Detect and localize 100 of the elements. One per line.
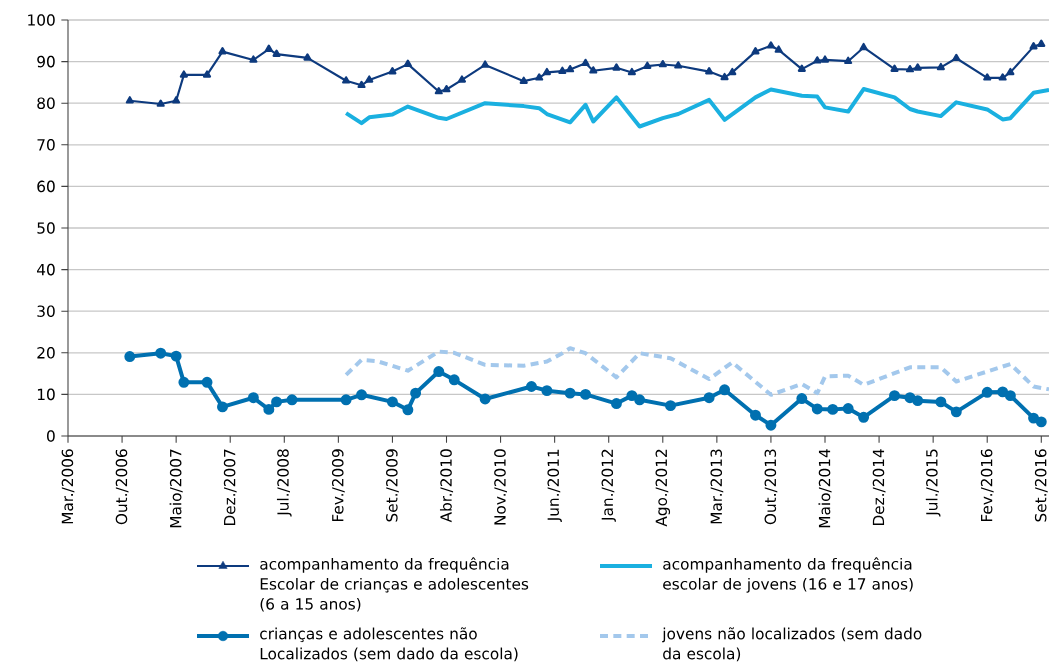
point [155,347,167,359]
point [272,49,281,57]
x-tick-label: Set./2009 [386,449,399,522]
x-tick-label: Abr./2010 [439,449,454,523]
point [1004,390,1016,402]
point [170,350,182,362]
point [365,75,374,83]
point [766,41,775,49]
point [665,400,676,412]
point [303,53,312,61]
point [202,70,212,78]
point [705,67,714,75]
point [356,389,367,401]
point [340,394,352,406]
x-tick-label: Jul./2015 [925,449,941,517]
legend-label: jovens não localizados (sem dado da escola) [662,627,922,662]
point [403,59,412,67]
point [264,44,273,52]
x-tick-label: Dez./2014 [872,449,886,526]
point [827,403,839,415]
point [589,66,598,74]
point [179,70,188,78]
point [580,388,592,400]
y-tick-label: 60 [37,180,55,193]
point [1037,39,1046,47]
point [842,403,854,415]
y-tick-label: 80 [37,97,55,109]
x-tick-label: Mar./2013 [710,449,724,524]
x-tick-label: Out./2013 [764,449,778,525]
x-tick-label: Fev./2016 [980,449,994,522]
point [263,403,275,415]
x-tick-label: Out./2006 [115,449,129,525]
x-tick-label: Dez./2007 [223,449,237,526]
x-tick-label: Ago./2012 [655,449,671,527]
point [674,61,683,69]
point [566,64,575,73]
point [952,53,961,62]
point [433,366,445,377]
point [626,390,638,402]
point [935,396,947,408]
point [541,385,553,397]
point [658,59,667,68]
point [1035,416,1047,428]
x-tick-label: Jul./2008 [276,449,292,517]
legend-label: acompanhamento da frequência escolar de jovens (16 e 17 anos) [663,557,913,593]
point [526,381,537,392]
y-tick-label: 0 [47,430,55,442]
point [797,64,806,72]
point [457,75,467,83]
point [156,99,165,107]
point [811,403,823,415]
point [796,393,808,405]
y-tick-label: 30 [37,305,55,317]
point [936,62,945,71]
x-tick-label: Maio/2014 [818,449,832,528]
point [581,58,590,67]
y-tick-label: 50 [37,222,55,234]
point [448,374,460,386]
point [286,394,298,406]
point [889,390,900,402]
point [751,47,760,55]
point [627,67,636,76]
point [558,66,567,74]
point [765,419,777,431]
point [479,393,491,405]
x-tick-label: Jan./2012 [601,449,616,522]
x-tick-label: Maio/2007 [169,449,183,528]
point [442,84,451,93]
y-tick-label: 70 [37,139,55,151]
point [434,87,443,95]
point [247,392,259,404]
point [519,76,528,84]
point [950,406,962,418]
legend-label: crianças e adolescentes não Localizados (sem dado da escola) [260,627,518,662]
x-tick-label: Mar./2006 [61,449,75,524]
point [271,396,283,408]
point [981,386,993,398]
legend-label: acompanhamento da frequência Escolar de crianças e adolescentes (6 a 15 anos) [260,557,529,612]
line-series [344,87,1049,129]
point [890,64,899,72]
point [172,96,181,104]
point [720,72,729,81]
point [612,63,621,71]
point [703,392,715,404]
y-tick-label: 100 [28,14,55,26]
point [125,96,134,104]
point [357,80,366,89]
y-tick-label: 90 [37,55,55,68]
point [386,396,398,408]
point [542,67,551,76]
y-tick-label: 20 [37,347,55,359]
point [342,76,351,84]
x-tick-label: Fev./2009 [331,449,345,522]
point [535,73,544,81]
point [178,376,190,388]
point [124,351,136,363]
point [728,67,737,76]
point [201,376,213,388]
point [859,42,868,51]
point [610,398,622,410]
